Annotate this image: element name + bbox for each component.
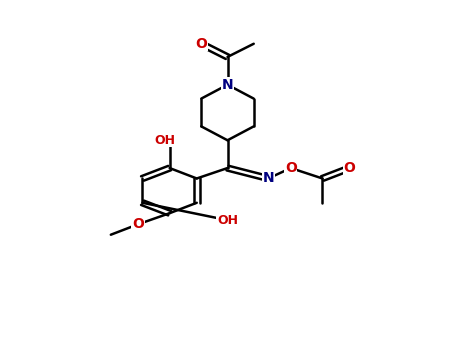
Text: N: N bbox=[222, 78, 233, 92]
Text: O: O bbox=[285, 161, 297, 175]
Text: OH: OH bbox=[217, 214, 238, 227]
Text: O: O bbox=[132, 217, 144, 231]
Text: O: O bbox=[344, 161, 355, 175]
Text: O: O bbox=[195, 37, 207, 51]
Text: N: N bbox=[263, 172, 274, 186]
Text: OH: OH bbox=[155, 134, 176, 147]
